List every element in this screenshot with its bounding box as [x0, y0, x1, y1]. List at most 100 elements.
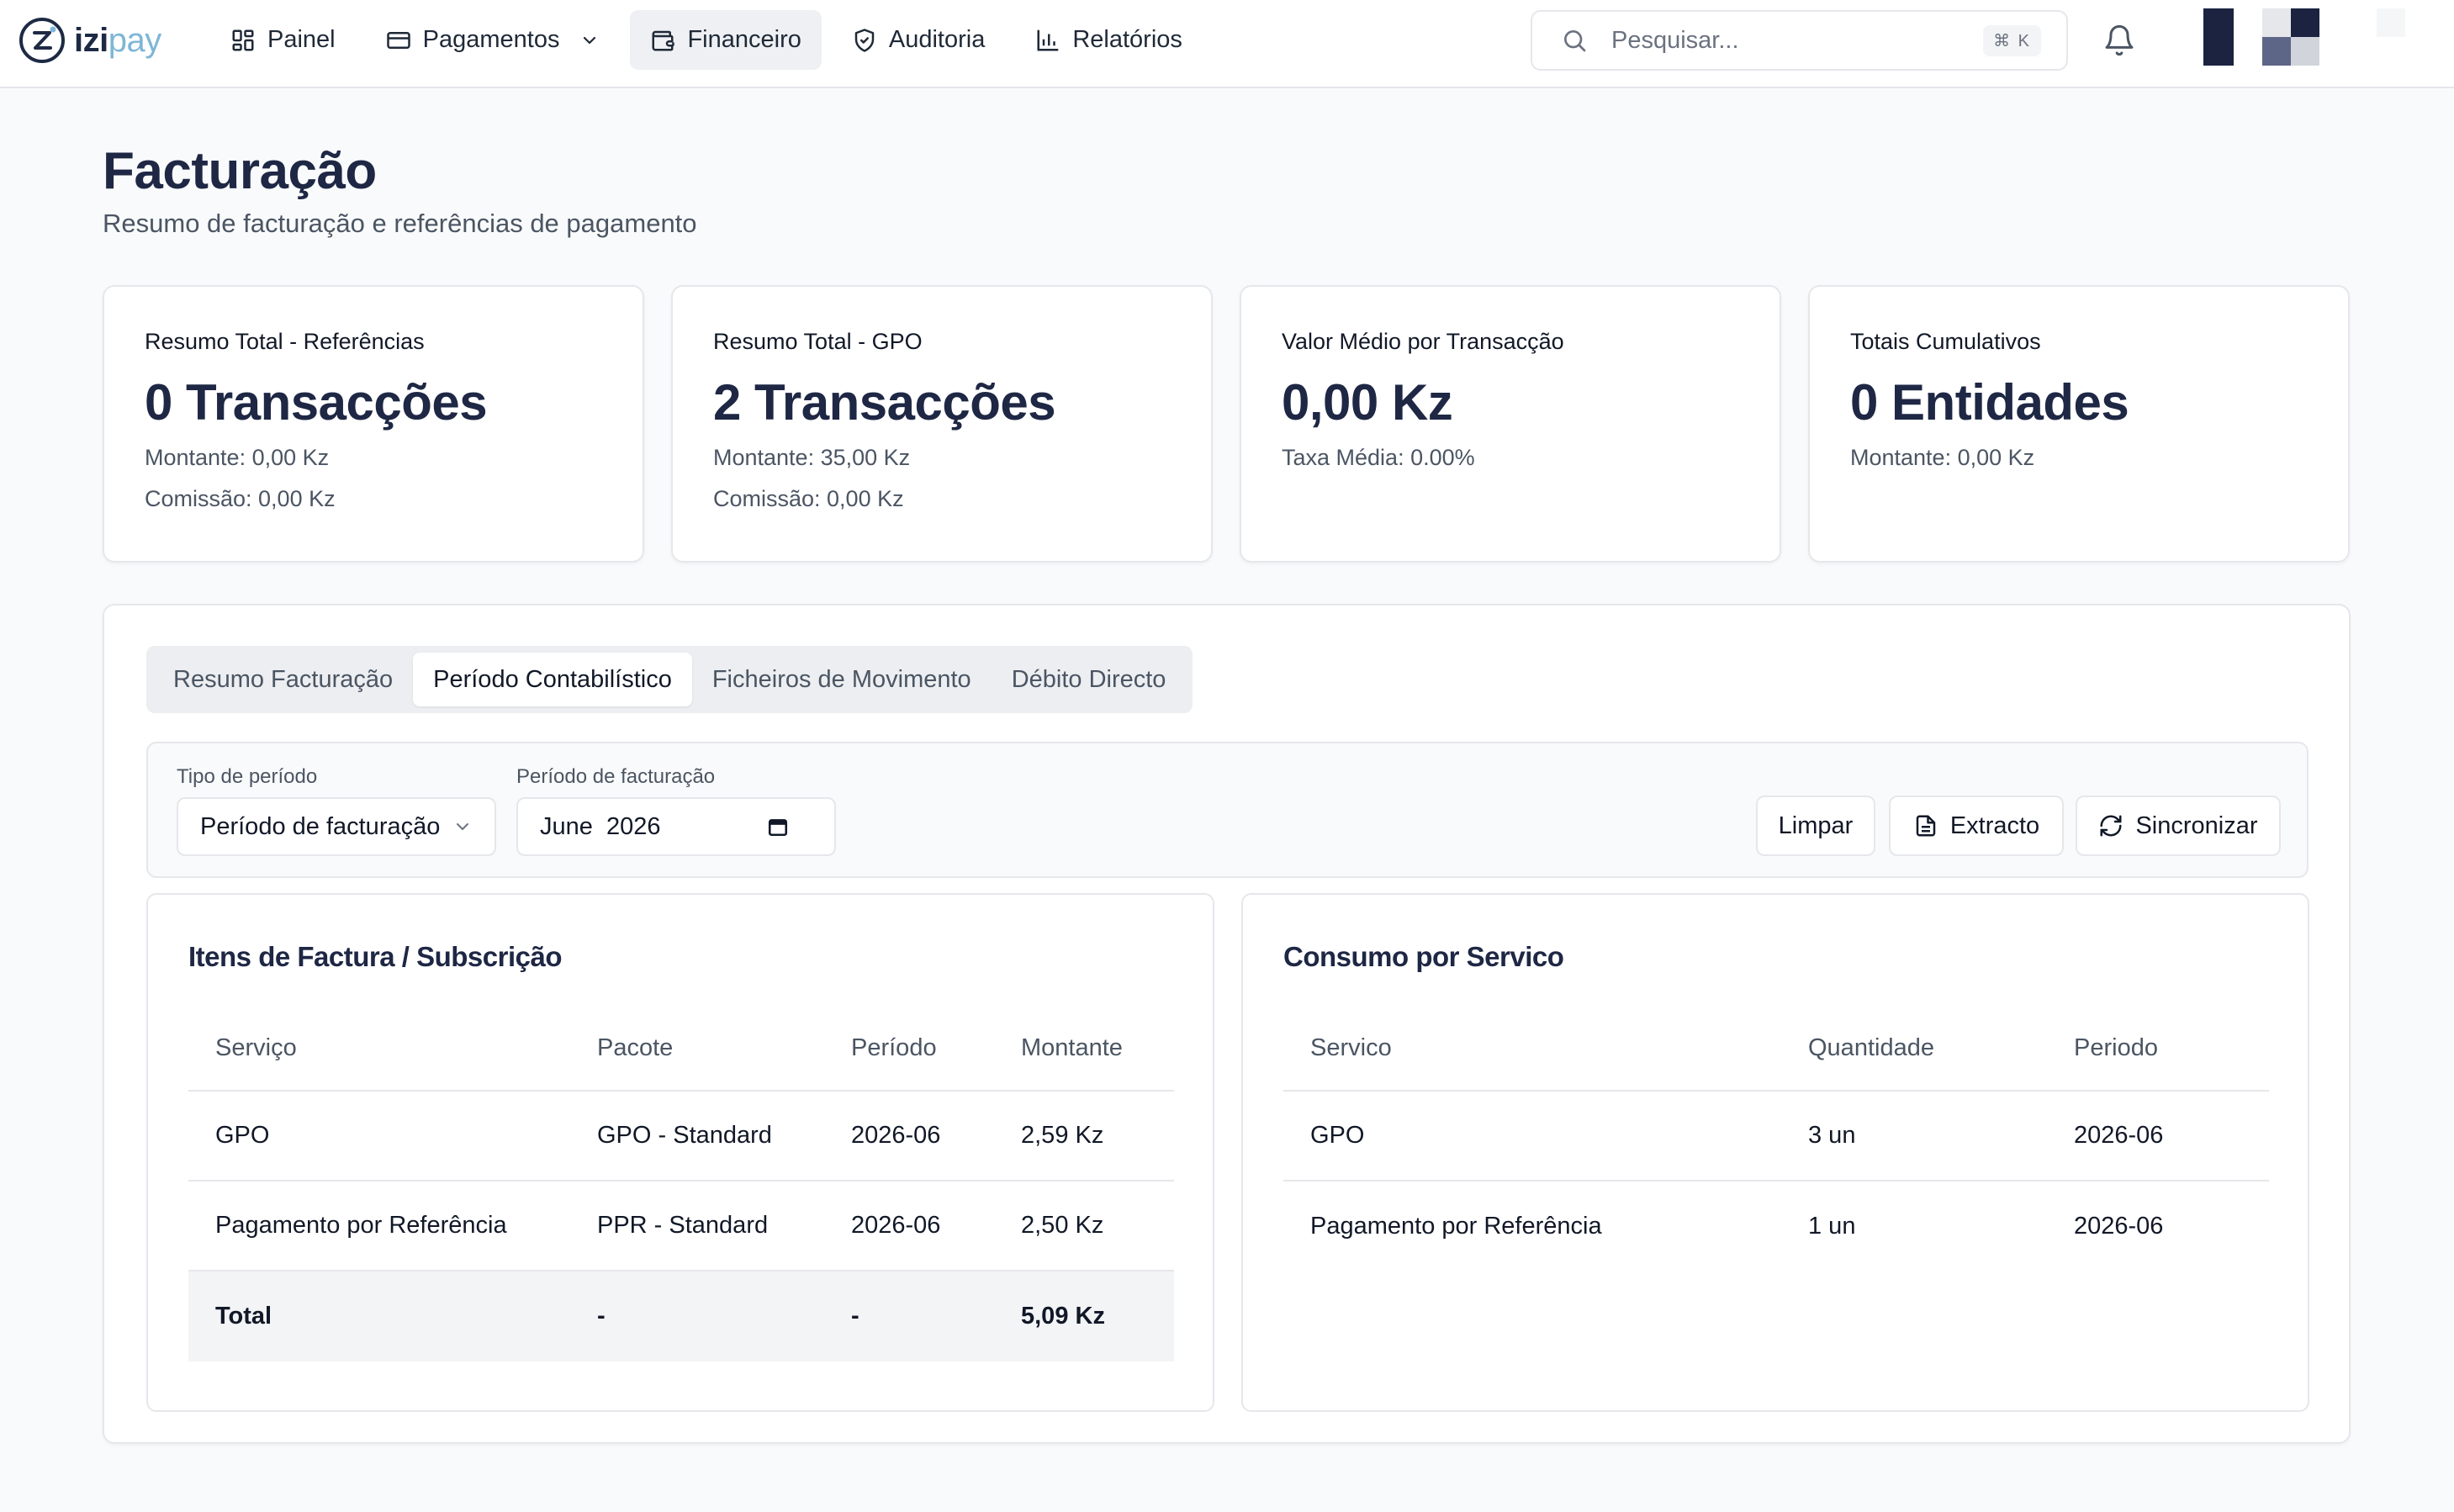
- column-header: Quantidade: [1808, 1034, 1934, 1061]
- nav-item-label: Painel: [267, 26, 336, 53]
- table-cell: Total: [215, 1303, 272, 1330]
- table-cell: 1 un: [1808, 1213, 1856, 1240]
- clear-button-label: Limpar: [1778, 812, 1854, 839]
- consumption-card: Consumo por Servico Servico Quantidade P…: [1241, 893, 2309, 1412]
- stat-label: Resumo Total - GPO: [713, 329, 923, 354]
- stat-rate: Taxa Média: 0.00%: [1282, 445, 1475, 470]
- search-input[interactable]: [1611, 26, 1984, 55]
- user-menu-button[interactable]: [2203, 8, 2234, 66]
- stat-card-cumulative: Totais Cumulativos 0 Entidades Montante:…: [1808, 285, 2350, 563]
- stat-commission: Comissão: 0,00 Kz: [713, 486, 904, 511]
- search-icon: [1564, 30, 1586, 52]
- billing-panel: Resumo Facturação Período Contabilístico…: [103, 604, 2351, 1444]
- nav-item-label: Auditoria: [888, 26, 986, 53]
- search-bar: ⌘ K: [1531, 10, 2068, 71]
- stat-label: Valor Médio por Transacção: [1282, 329, 1564, 354]
- tab-resumo-facturacao[interactable]: Resumo Facturação: [173, 665, 394, 693]
- column-header: Periodo: [2074, 1034, 2158, 1061]
- avatar[interactable]: [2262, 8, 2319, 66]
- statement-button[interactable]: Extracto: [1889, 796, 2064, 856]
- table-total-row: Total - - 5,09 Kz: [188, 1271, 1174, 1361]
- table-cell: GPO: [215, 1122, 270, 1149]
- column-header: Pacote: [597, 1034, 674, 1061]
- table-cell: 2026-06: [2074, 1122, 2164, 1149]
- column-header: Período: [851, 1034, 937, 1061]
- table-header-row: Serviço Pacote Período Montante: [188, 1006, 1174, 1092]
- stat-label: Totais Cumulativos: [1850, 329, 2041, 354]
- table-cell: -: [597, 1303, 606, 1330]
- dashboard-icon: [232, 29, 254, 50]
- table-cell: GPO: [1310, 1122, 1365, 1149]
- period-type-select[interactable]: Período de facturação: [177, 797, 496, 856]
- clear-button[interactable]: Limpar: [1756, 796, 1875, 856]
- consumption-title: Consumo por Servico: [1283, 941, 1564, 972]
- bell-icon[interactable]: [2102, 24, 2136, 57]
- stat-value: 0 Transacções: [145, 374, 488, 431]
- nav-item-label: Relatórios: [1072, 26, 1182, 53]
- tab-list: Resumo Facturação Período Contabilístico…: [146, 646, 1193, 713]
- consumption-table: Servico Quantidade Periodo GPO 3 un 2026…: [1283, 1006, 2269, 1271]
- stat-value: 0 Entidades: [1850, 374, 2129, 431]
- search-shortcut-badge: ⌘ K: [1983, 24, 2041, 56]
- billing-period-label: Período de facturação: [516, 765, 716, 788]
- filter-bar: Tipo de período Período de facturação Pe…: [146, 742, 2309, 878]
- table-cell: 5,09 Kz: [1021, 1303, 1105, 1330]
- statement-button-label: Extracto: [1949, 812, 2040, 839]
- invoice-items-card: Itens de Factura / Subscrição Serviço Pa…: [146, 893, 1214, 1412]
- column-header: Serviço: [215, 1034, 297, 1061]
- sync-button[interactable]: Sincronizar: [2076, 796, 2281, 856]
- nav-item-pagamentos[interactable]: Pagamentos: [366, 10, 621, 70]
- calendar-icon: [768, 819, 788, 837]
- tab-ficheiros-de-movimento[interactable]: Ficheiros de Movimento: [711, 665, 971, 693]
- billing-period-month-input[interactable]: June 2026: [516, 797, 836, 856]
- stat-commission: Comissão: 0,00 Kz: [145, 486, 336, 511]
- window-corner: [2377, 8, 2405, 37]
- table-cell: 3 un: [1808, 1122, 1856, 1149]
- stat-card-average: Valor Médio por Transacção 0,00 Kz Taxa …: [1240, 285, 1781, 563]
- stat-card-referencias: Resumo Total - Referências 0 Transacções…: [103, 285, 644, 563]
- table-cell: PPR - Standard: [597, 1212, 769, 1239]
- billing-period-value: June 2026: [540, 812, 661, 840]
- file-text-icon: [1916, 815, 1936, 837]
- table-cell: 2,59 Kz: [1021, 1122, 1104, 1149]
- main-nav: Painel Pagamentos Financeiro Auditoria: [210, 10, 1203, 70]
- izipay-logo[interactable]: izipay: [19, 16, 161, 65]
- tab-debito-directo[interactable]: Débito Directo: [1011, 665, 1166, 693]
- table-cell: 2026-06: [851, 1212, 941, 1239]
- nav-item-painel[interactable]: Painel: [210, 10, 356, 70]
- stat-amount: Montante: 0,00 Kz: [145, 445, 330, 470]
- table-cell: Pagamento por Referência: [215, 1212, 507, 1239]
- stat-label: Resumo Total - Referências: [145, 329, 425, 354]
- nav-item-auditoria[interactable]: Auditoria: [832, 10, 1005, 70]
- table-cell: 2,50 Kz: [1021, 1212, 1104, 1239]
- shield-icon: [854, 28, 875, 52]
- table-row: GPO GPO - Standard 2026-06 2,59 Kz: [188, 1092, 1174, 1182]
- table-cell: 2026-06: [2074, 1213, 2164, 1240]
- table-cell: Pagamento por Referência: [1310, 1213, 1602, 1240]
- stat-card-gpo: Resumo Total - GPO 2 Transacções Montant…: [671, 285, 1213, 563]
- top-navbar: izipay Painel Pagamentos Financeiro: [0, 0, 2454, 88]
- nav-item-financeiro[interactable]: Financeiro: [630, 10, 822, 70]
- invoice-items-title: Itens de Factura / Subscrição: [188, 941, 563, 972]
- refresh-icon: [2100, 815, 2122, 837]
- page-title: Facturação: [103, 142, 377, 200]
- table-row: Pagamento por Referência PPR - Standard …: [188, 1182, 1174, 1271]
- credit-card-icon: [386, 31, 410, 49]
- nav-item-label: Pagamentos: [422, 26, 560, 53]
- period-type-value: Período de facturação: [200, 812, 441, 840]
- tab-periodo-contabilistico[interactable]: Período Contabilístico: [413, 653, 692, 706]
- nav-item-relatorios[interactable]: Relatórios: [1015, 10, 1203, 70]
- period-type-label: Tipo de período: [177, 765, 318, 788]
- nav-item-label: Financeiro: [687, 26, 801, 53]
- table-cell: 2026-06: [851, 1122, 941, 1149]
- stat-amount: Montante: 0,00 Kz: [1850, 445, 2035, 470]
- table-cell: -: [851, 1303, 859, 1330]
- stat-amount: Montante: 35,00 Kz: [713, 445, 911, 470]
- page-subtitle: Resumo de facturação e referências de pa…: [103, 209, 697, 238]
- bar-chart-icon: [1037, 29, 1059, 50]
- izipay-logo-icon: [19, 18, 65, 63]
- table-row: GPO 3 un 2026-06: [1283, 1092, 2269, 1182]
- stat-value: 2 Transacções: [713, 374, 1056, 431]
- table-cell: GPO - Standard: [597, 1122, 772, 1149]
- sync-button-label: Sincronizar: [2135, 812, 2258, 839]
